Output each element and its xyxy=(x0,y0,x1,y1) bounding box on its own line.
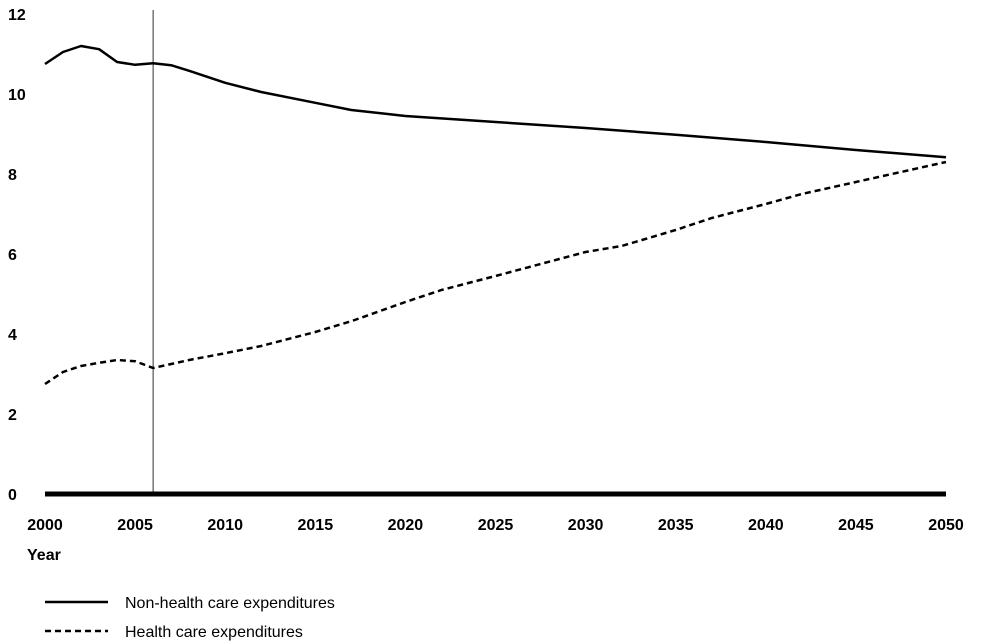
y-tick-label: 4 xyxy=(8,327,17,344)
x-tick-label: 2015 xyxy=(298,517,334,534)
x-tick-label: 2025 xyxy=(478,517,514,534)
x-tick-label: 2035 xyxy=(658,517,694,534)
x-tick-label: 2030 xyxy=(568,517,604,534)
y-tick-label: 12 xyxy=(8,7,26,24)
x-axis-ticks: 2000 2005 2010 2015 2020 2025 2030 2035 2040 2045… xyxy=(27,517,964,534)
y-axis-ticks: 0 2 4 6 8 10 12 xyxy=(8,7,26,504)
y-tick-label: 10 xyxy=(8,87,26,104)
series-group xyxy=(44,44,947,386)
legend: Non-health care expenditures Health care … xyxy=(45,595,335,641)
x-tick-label: 2050 xyxy=(928,517,964,534)
y-tick-label: 8 xyxy=(8,167,17,184)
legend-label: Health care expenditures xyxy=(125,624,303,641)
x-axis-title: Year xyxy=(27,547,61,564)
y-tick-label: 6 xyxy=(8,247,17,264)
x-tick-label: 2045 xyxy=(838,517,874,534)
x-tick-label: 2010 xyxy=(207,517,243,534)
y-tick-label: 0 xyxy=(8,487,17,504)
x-tick-label: 2000 xyxy=(27,517,63,534)
x-tick-label: 2040 xyxy=(748,517,784,534)
y-tick-label: 2 xyxy=(8,407,17,424)
x-tick-label: 2005 xyxy=(117,517,153,534)
legend-label: Non-health care expenditures xyxy=(125,595,335,612)
non-health-care-series-line xyxy=(44,44,947,159)
x-tick-label: 2020 xyxy=(388,517,424,534)
health-care-series-line xyxy=(44,160,947,386)
